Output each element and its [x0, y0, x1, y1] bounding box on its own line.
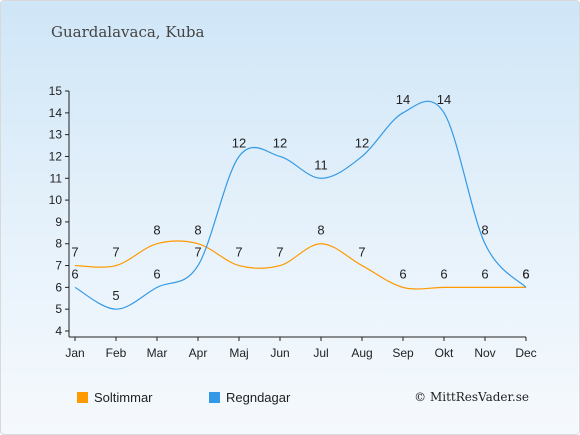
- x-tick-label: Aug: [351, 346, 372, 360]
- y-tick-label: 11: [50, 171, 63, 185]
- legend-label-regndagar: Regndagar: [226, 390, 291, 405]
- data-label-regndagar: 12: [273, 135, 287, 150]
- series-line-regndagar: [74, 100, 527, 310]
- chart-title: Guardalavaca, Kuba: [51, 23, 205, 41]
- data-label-regndagar: 6: [153, 266, 160, 281]
- data-label-regndagar: 7: [194, 245, 201, 260]
- y-tick-label: 13: [49, 128, 63, 142]
- data-label-regndagar: 14: [437, 92, 451, 107]
- x-tick-label: Sep: [392, 346, 414, 360]
- data-label-soltimmar: 8: [317, 223, 324, 238]
- legend-item-regndagar: Regndagar: [209, 390, 290, 405]
- data-label-soltimmar: 6: [481, 266, 488, 281]
- data-label-soltimmar: 7: [112, 245, 119, 260]
- x-tick-label: Okt: [435, 346, 454, 360]
- data-label-soltimmar: 7: [71, 245, 78, 260]
- x-tick-label: Mar: [147, 346, 168, 360]
- x-tick-label: Dec: [515, 346, 536, 360]
- y-tick-label: 10: [49, 193, 63, 207]
- data-label-regndagar: 11: [314, 157, 328, 172]
- y-tick-label: 8: [55, 237, 62, 251]
- x-tick-label: Apr: [189, 346, 208, 360]
- series-line-soltimmar: [74, 240, 526, 290]
- data-label-regndagar: 6: [522, 266, 529, 281]
- data-label-soltimmar: 6: [440, 266, 447, 281]
- data-label-soltimmar: 7: [276, 245, 283, 260]
- data-label-regndagar: 14: [396, 92, 410, 107]
- x-tick-label: Nov: [474, 346, 495, 360]
- copyright-text: © MittResVader.se: [414, 390, 529, 404]
- data-label-regndagar: 8: [481, 223, 488, 238]
- y-tick-label: 6: [55, 280, 62, 294]
- data-label-regndagar: 12: [232, 135, 246, 150]
- y-tick-label: 7: [55, 259, 62, 273]
- data-label-soltimmar: 8: [153, 223, 160, 238]
- y-tick-label: 12: [49, 149, 63, 163]
- x-tick-label: Jun: [270, 346, 289, 360]
- y-tick-label: 4: [55, 324, 62, 338]
- data-label-regndagar: 5: [112, 288, 119, 303]
- legend-swatch-soltimmar: [77, 392, 88, 403]
- data-label-regndagar: 6: [71, 266, 78, 281]
- x-tick-label: Jul: [313, 346, 328, 360]
- data-label-soltimmar: 8: [194, 223, 201, 238]
- x-tick-label: Jan: [65, 346, 84, 360]
- y-tick-label: 15: [49, 84, 63, 98]
- x-tick-label: Maj: [229, 346, 248, 360]
- y-tick-label: 9: [55, 215, 62, 229]
- data-label-regndagar: 12: [355, 135, 369, 150]
- legend-swatch-regndagar: [209, 392, 220, 403]
- legend-item-soltimmar: Soltimmar: [77, 390, 153, 405]
- data-label-soltimmar: 7: [235, 245, 242, 260]
- x-tick-label: Feb: [106, 346, 127, 360]
- data-label-soltimmar: 6: [399, 266, 406, 281]
- y-tick-label: 5: [55, 302, 62, 316]
- data-label-soltimmar: 7: [358, 245, 365, 260]
- y-tick-label: 14: [49, 106, 63, 120]
- legend-label-soltimmar: Soltimmar: [94, 390, 153, 405]
- data-label-soltimmar: 6: [522, 266, 529, 281]
